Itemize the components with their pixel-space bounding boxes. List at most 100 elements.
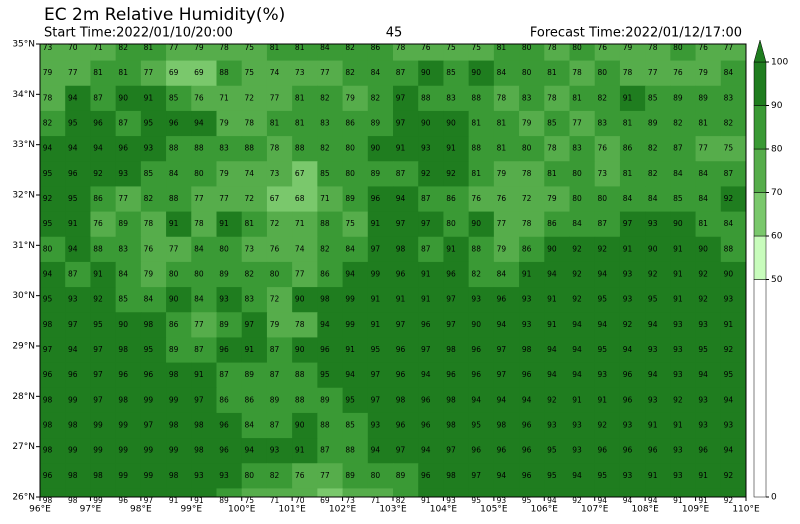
humidity-cell (292, 412, 318, 439)
humidity-cell (720, 362, 746, 389)
humidity-cell (367, 161, 394, 187)
humidity-cell (670, 110, 697, 137)
humidity-value: 90 (724, 270, 734, 279)
humidity-cell (594, 236, 621, 263)
humidity-value: 87 (598, 219, 608, 228)
humidity-value: 89 (219, 496, 229, 505)
humidity-cell (140, 211, 167, 238)
humidity-cell (695, 488, 722, 497)
humidity-value: 78 (219, 43, 229, 52)
humidity-cell (569, 161, 596, 187)
humidity-cell (468, 60, 495, 87)
humidity-value: 95 (68, 119, 78, 128)
humidity-cell (166, 44, 192, 62)
humidity-cell (292, 463, 318, 489)
humidity-cell (40, 186, 66, 213)
humidity-value: 97 (471, 471, 481, 480)
humidity-cell (342, 362, 369, 389)
humidity-cell (292, 186, 318, 213)
humidity-cell (65, 387, 91, 414)
humidity-cell (468, 287, 495, 313)
humidity-cell (645, 136, 671, 162)
humidity-value: 77 (698, 144, 708, 153)
humidity-cell (65, 60, 91, 87)
humidity-value: 81 (623, 169, 633, 178)
humidity-value: 67 (295, 169, 305, 178)
humidity-value: 89 (371, 119, 381, 128)
humidity-cell (115, 412, 142, 439)
humidity-value: 94 (68, 144, 78, 153)
humidity-cell (367, 337, 394, 364)
humidity-cell (317, 161, 344, 187)
humidity-cell (418, 110, 444, 137)
humidity-cell (317, 362, 344, 389)
humidity-cell (90, 236, 117, 263)
humidity-cell (418, 161, 444, 187)
humidity-cell (317, 85, 344, 112)
humidity-value: 95 (724, 370, 734, 379)
humidity-value: 80 (522, 43, 532, 52)
humidity-cell (367, 110, 394, 137)
humidity-cell (670, 161, 697, 187)
humidity-value: 88 (295, 395, 305, 404)
humidity-value: 94 (547, 345, 557, 354)
humidity-value: 79 (497, 169, 507, 178)
humidity-value: 94 (724, 395, 734, 404)
humidity-value: 95 (68, 194, 78, 203)
humidity-cell (493, 362, 520, 389)
humidity-value: 88 (724, 244, 734, 253)
humidity-cell (468, 312, 495, 338)
humidity-value: 91 (446, 144, 456, 153)
humidity-cell (493, 312, 520, 338)
humidity-cell (569, 438, 596, 464)
humidity-value: 91 (93, 270, 103, 279)
humidity-value: 80 (43, 244, 53, 253)
humidity-cell (443, 44, 470, 62)
humidity-cell (569, 44, 596, 62)
humidity-value: 94 (572, 320, 582, 329)
humidity-value: 94 (598, 496, 608, 505)
humidity-cell (241, 44, 268, 62)
humidity-value: 95 (471, 421, 481, 430)
humidity-value: 87 (320, 446, 330, 455)
humidity-cell (191, 211, 217, 238)
humidity-cell (443, 387, 470, 414)
humidity-cell (519, 362, 545, 389)
humidity-cell (241, 85, 268, 112)
humidity-cell (65, 362, 91, 389)
humidity-cell (393, 287, 419, 313)
humidity-cell (594, 44, 621, 62)
humidity-cell (40, 488, 66, 497)
humidity-cell (216, 463, 243, 489)
humidity-value: 94 (194, 119, 204, 128)
humidity-cell (241, 312, 268, 338)
humidity-value: 93 (673, 320, 683, 329)
humidity-value: 73 (270, 169, 280, 178)
humidity-value: 95 (547, 471, 557, 480)
humidity-cell (569, 236, 596, 263)
humidity-value: 98 (118, 395, 128, 404)
humidity-value: 91 (623, 244, 633, 253)
humidity-cell (519, 387, 545, 414)
humidity-value: 87 (270, 421, 280, 430)
humidity-cell (367, 186, 394, 213)
humidity-value: 80 (245, 471, 255, 480)
humidity-value: 90 (421, 119, 431, 128)
humidity-value: 96 (446, 270, 456, 279)
humidity-value: 93 (497, 496, 507, 505)
humidity-value: 81 (471, 119, 481, 128)
title: EC 2m Relative Humidity(%) (44, 5, 285, 25)
humidity-value: 97 (623, 219, 633, 228)
humidity-value: 79 (345, 93, 355, 102)
humidity-cell (266, 488, 293, 497)
humidity-value: 91 (673, 496, 683, 505)
humidity-value: 95 (598, 295, 608, 304)
humidity-value: 78 (295, 320, 305, 329)
humidity-cell (65, 261, 91, 288)
humidity-value: 98 (194, 421, 204, 430)
humidity-cell (317, 312, 344, 338)
humidity-value: 91 (698, 471, 708, 480)
humidity-value: 81 (497, 144, 507, 153)
humidity-value: 94 (497, 320, 507, 329)
humidity-cell (695, 136, 722, 162)
